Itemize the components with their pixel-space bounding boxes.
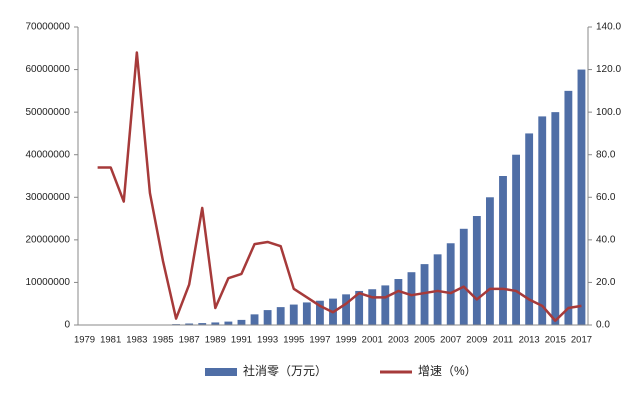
bar: [512, 155, 520, 325]
x-tick-label: 2011: [493, 335, 513, 346]
y2-tick-label: 40.0: [596, 234, 616, 245]
bar: [290, 305, 298, 325]
legend-swatch: [205, 368, 237, 376]
bar: [368, 289, 376, 325]
bar: [551, 112, 559, 325]
x-tick-label: 2017: [571, 335, 592, 346]
x-tick-label: 1993: [257, 335, 278, 346]
x-tick-label: 2003: [388, 335, 409, 346]
x-tick-label: 2005: [414, 335, 435, 346]
y-tick-label: 0: [64, 320, 70, 331]
y2-tick-label: 140.0: [596, 22, 621, 33]
bar: [578, 70, 586, 325]
x-tick-label: 2009: [466, 335, 487, 346]
x-tick-label: 1995: [283, 335, 304, 346]
bar: [342, 294, 350, 325]
x-tick-label: 1999: [336, 335, 357, 346]
legend-label: 增速（%）: [418, 364, 477, 378]
y2-tick-label: 80.0: [596, 149, 616, 160]
y-tick-label: 50000000: [26, 107, 71, 118]
x-tick-label: 1985: [152, 335, 173, 346]
x-tick-label: 1979: [74, 335, 95, 346]
y2-tick-label: 0.0: [596, 320, 610, 331]
bar: [538, 116, 546, 325]
x-tick-label: 2007: [440, 335, 461, 346]
y-tick-label: 60000000: [26, 64, 71, 75]
y2-tick-label: 120.0: [596, 64, 621, 75]
bar: [460, 229, 468, 325]
bar: [303, 302, 311, 325]
x-tick-label: 2001: [362, 335, 383, 346]
line: [98, 53, 582, 321]
x-tick-label: 2015: [545, 335, 566, 346]
bar: [251, 314, 259, 325]
x-tick-label: 1989: [205, 335, 226, 346]
x-tick-label: 1983: [126, 335, 147, 346]
bar: [224, 322, 232, 325]
x-tick-label: 1997: [309, 335, 330, 346]
y2-tick-label: 20.0: [596, 277, 616, 288]
bar: [381, 285, 389, 325]
bar: [434, 254, 442, 325]
bar: [277, 307, 285, 325]
legend-label: 社消零（万元）: [243, 363, 327, 378]
y2-tick-label: 60.0: [596, 192, 616, 203]
y-tick-label: 30000000: [26, 192, 71, 203]
bar: [447, 243, 455, 325]
y2-tick-label: 100.0: [596, 107, 621, 118]
bar: [394, 279, 402, 325]
y-tick-label: 20000000: [26, 234, 71, 245]
bar: [238, 320, 246, 325]
bar: [499, 176, 507, 325]
bar: [408, 272, 416, 325]
y-tick-label: 70000000: [26, 22, 71, 33]
x-tick-label: 1981: [100, 335, 121, 346]
x-tick-label: 1991: [231, 335, 252, 346]
x-tick-label: 1987: [179, 335, 200, 346]
x-tick-label: 2013: [519, 335, 540, 346]
bar: [473, 216, 481, 325]
bar: [564, 91, 572, 325]
bar: [264, 310, 272, 325]
y-tick-label: 40000000: [26, 149, 71, 160]
y-tick-label: 10000000: [26, 277, 71, 288]
bar: [486, 197, 494, 325]
